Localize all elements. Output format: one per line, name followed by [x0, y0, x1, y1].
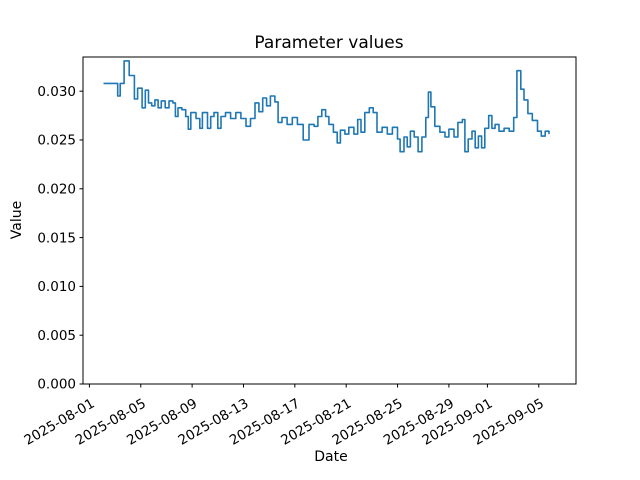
y-axis: 0.000 0.005 0.010 0.015 0.020 0.025 0.030	[37, 84, 83, 393]
plot-frame	[82, 56, 577, 385]
x-axis-label: Date	[314, 449, 347, 465]
series-line	[103, 60, 550, 153]
y-tick-label: 0.030	[37, 84, 76, 100]
y-tick-label: 0.010	[37, 279, 76, 295]
x-axis: 2025-08-012025-08-052025-08-092025-08-13…	[21, 384, 547, 449]
y-axis-label: Value	[9, 201, 25, 239]
y-tick-label: 0.005	[37, 328, 76, 344]
chart-title: Parameter values	[254, 33, 403, 53]
y-tick-label: 0.020	[37, 181, 76, 197]
y-tick-label: 0.000	[37, 377, 76, 393]
y-tick-label: 0.025	[37, 133, 76, 149]
y-tick-label: 0.015	[37, 230, 76, 246]
